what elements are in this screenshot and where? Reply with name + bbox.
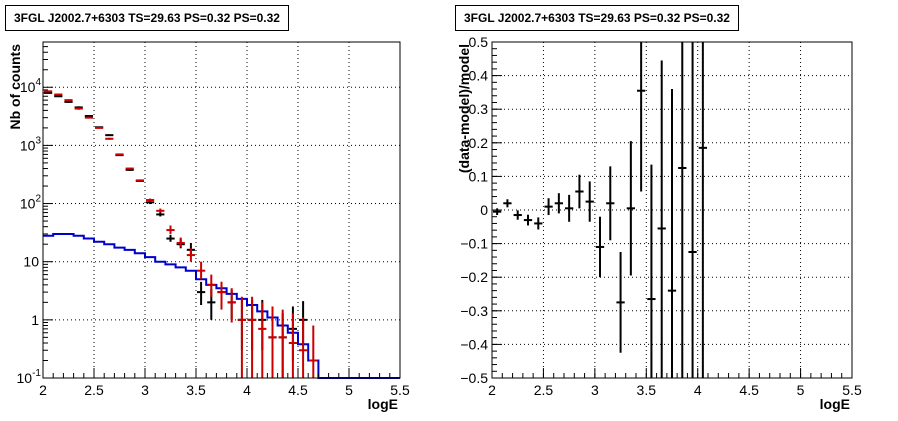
- x-tick-label: 4: [243, 382, 251, 398]
- x-tick-label: 2.5: [84, 382, 104, 398]
- x-tick-label: 2.5: [534, 382, 554, 398]
- y-tick-label: 0.2: [469, 135, 489, 151]
- counts-histogram-chart: 2 2.5 3 3.5 4 4.5 5 5.5 10-1 1 10 102 103 104 logE Nb o…: [7, 41, 410, 412]
- y-tick-label: −0.2: [460, 269, 488, 285]
- y-tick-label: −0.1: [460, 236, 488, 252]
- x-axis-title: logE: [368, 396, 398, 412]
- y-tick-label: 0.4: [469, 68, 489, 84]
- x-tick-label: 5.5: [842, 382, 862, 398]
- x-tick-label: 2: [39, 382, 47, 398]
- x-tick-label: 5: [797, 382, 805, 398]
- y-axis-title: (data-model)/model: [456, 44, 472, 173]
- y-tick-label: 0.3: [469, 101, 489, 117]
- y-tick-label: 10-1: [17, 368, 42, 386]
- y-tick-label: −0.4: [460, 336, 488, 352]
- y-tick-label: 103: [20, 135, 42, 153]
- x-tick-label: 3.5: [637, 382, 657, 398]
- y-tick-label: −0.5: [460, 370, 488, 386]
- y-tick-label: 0.1: [469, 168, 489, 184]
- y-tick-label: 10: [23, 254, 39, 270]
- y-tick-label: 0.5: [469, 34, 489, 50]
- y-tick-label: −0.3: [460, 303, 488, 319]
- plot-area: [43, 42, 400, 378]
- plot-frame: [42, 41, 401, 379]
- x-tick-label: 3: [591, 382, 599, 398]
- model-step-line: [43, 232, 400, 379]
- x-tick-label: 2: [488, 382, 496, 398]
- red-data-series: [44, 90, 318, 378]
- y-tick-label: 1: [31, 312, 39, 328]
- x-tick-label: 5: [345, 382, 353, 398]
- y-axis-title: Nb of counts: [7, 44, 23, 130]
- x-tick-label: 4: [694, 382, 702, 398]
- residuals-chart: 2 2.5 3 3.5 4 4.5 5 5.5 −0.5 −0.4 −0.3 −0.2 −0.1 0 0.1…: [456, 34, 862, 412]
- x-tick-label: 3.5: [186, 382, 206, 398]
- left-chart-title: 3FGL J2002.7+6303 TS=29.63 PS=0.32 PS=0.…: [5, 5, 289, 31]
- x-tick-label: 3: [141, 382, 149, 398]
- right-chart-title: 3FGL J2002.7+6303 TS=29.63 PS=0.32 PS=0.…: [455, 5, 739, 31]
- x-axis-title: logE: [820, 396, 850, 412]
- residual-series: [493, 42, 707, 378]
- y-tick-label: 102: [20, 194, 42, 212]
- x-tick-label: 4.5: [288, 382, 308, 398]
- grid: [43, 42, 400, 378]
- y-tick-label: 104: [20, 77, 42, 95]
- x-tick-label: 4.5: [739, 382, 759, 398]
- x-tick-label: 5.5: [390, 382, 410, 398]
- y-tick-label: 0: [480, 202, 488, 218]
